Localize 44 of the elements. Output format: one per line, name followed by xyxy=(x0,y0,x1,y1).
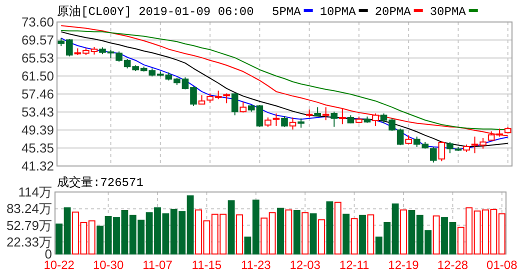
bar xyxy=(432,215,440,254)
y-tick-label: 22.33万 xyxy=(6,234,52,250)
bar xyxy=(228,200,235,254)
bar xyxy=(400,209,407,254)
bar xyxy=(342,214,350,254)
y-tick-label: 65.53 xyxy=(21,50,54,66)
y-tick-label: 45.35 xyxy=(21,140,54,156)
x-tick-label: 11-23 xyxy=(240,258,272,272)
bar xyxy=(277,208,284,254)
legend-label: 20PMA xyxy=(374,5,412,19)
bar xyxy=(367,214,374,254)
bar xyxy=(310,213,317,254)
bar xyxy=(236,214,243,254)
legend-label: 5PMA xyxy=(272,5,302,19)
x-tick-label: 11-07 xyxy=(142,258,173,272)
x-tick-label: 12-03 xyxy=(290,258,321,272)
bar xyxy=(318,219,325,254)
x-tick-label: 10-30 xyxy=(92,258,124,272)
chart-title: 原油[CL00Y] 2019-01-09 06:00 xyxy=(57,5,254,19)
y-tick-label: 73.60 xyxy=(21,14,54,30)
x-tick-label: 11-15 xyxy=(192,258,222,272)
x-tick-label: 12-19 xyxy=(388,258,420,272)
x-tick-label: 01-08 xyxy=(486,258,518,272)
bar xyxy=(293,210,300,254)
bar xyxy=(326,201,334,254)
y-tick-label: 114万 xyxy=(18,184,52,200)
y-tick-label: 52.79万 xyxy=(6,218,52,233)
legend-label: 30PMA xyxy=(430,5,467,19)
y-tick-label: 49.39 xyxy=(21,122,54,138)
bar xyxy=(285,209,292,254)
y-tick-label: 53.43 xyxy=(21,104,54,120)
bar xyxy=(334,202,342,254)
y-tick-label: 69.57 xyxy=(21,32,54,48)
bar xyxy=(302,212,309,254)
legend-label: 10PMA xyxy=(320,5,357,19)
x-tick-label: 12-28 xyxy=(437,258,468,272)
y-tick-label: 61.50 xyxy=(21,68,54,84)
y-tick-label: 41.32 xyxy=(21,158,54,174)
y-tick-label: 57.46 xyxy=(21,86,54,102)
bar xyxy=(350,218,358,254)
text: 成交量:726571 xyxy=(57,175,144,190)
x-tick-label: 12-11 xyxy=(339,258,370,272)
y-tick-label: 83.24万 xyxy=(6,201,52,216)
bar xyxy=(359,214,366,254)
